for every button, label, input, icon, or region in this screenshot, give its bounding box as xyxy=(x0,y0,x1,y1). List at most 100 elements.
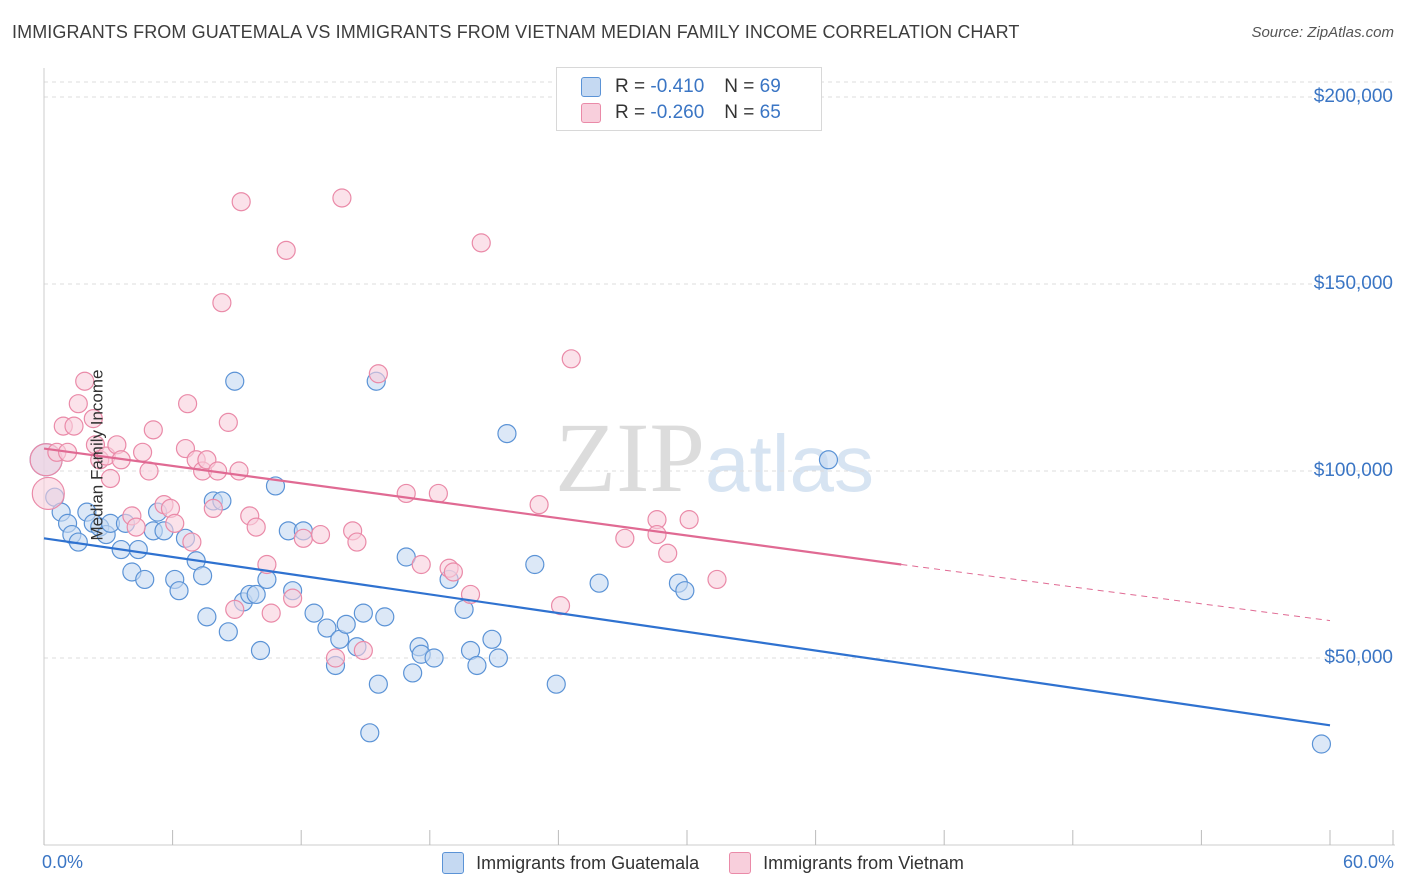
guatemala-point xyxy=(424,648,444,668)
vietnam-point xyxy=(707,569,727,590)
vietnam-point xyxy=(471,233,491,253)
watermark-zip: ZIP xyxy=(555,402,705,513)
vietnam-point xyxy=(647,524,667,545)
guatemala-trend-line xyxy=(43,537,1331,727)
vietnam-point xyxy=(261,603,281,623)
guatemala-point xyxy=(675,581,695,601)
vietnam-point xyxy=(353,640,373,661)
vietnam-point xyxy=(225,599,245,619)
trend-lines xyxy=(43,447,1331,727)
r-label: R = xyxy=(615,76,646,97)
guatemala-swatch xyxy=(581,77,601,97)
vietnam-point xyxy=(246,517,266,537)
vietnam-point xyxy=(182,532,202,552)
guatemala-point xyxy=(360,723,380,743)
n-label: N = xyxy=(724,102,755,123)
r-value: -0.410 xyxy=(650,76,705,97)
x-tick-label-max: 60.0% xyxy=(1342,852,1394,872)
guatemala-point xyxy=(546,674,566,694)
guatemala-point xyxy=(482,629,502,649)
guatemala-point xyxy=(467,655,487,676)
vietnam-point xyxy=(178,394,198,414)
vietnam-point xyxy=(218,412,238,432)
vietnam-point xyxy=(411,554,431,575)
y-tick-label: $50,000 xyxy=(1324,647,1393,668)
r-value: -0.260 xyxy=(650,102,705,123)
vietnam-point xyxy=(126,517,146,537)
guatemala-point xyxy=(525,554,545,575)
guatemala-point xyxy=(353,603,373,623)
guatemala-point xyxy=(375,607,395,627)
vietnam-point xyxy=(293,528,313,548)
vietnam-point xyxy=(325,648,346,668)
vietnam-point xyxy=(443,562,463,582)
vietnam-point xyxy=(31,476,65,511)
legend-label: Immigrants from Guatemala xyxy=(476,852,700,873)
guatemala-point xyxy=(225,371,245,391)
guatemala-point xyxy=(403,663,423,683)
y-tick-label: $100,000 xyxy=(1313,460,1393,481)
stats-row-vietnam: R = -0.260 N = 65 xyxy=(581,101,781,125)
guatemala-point xyxy=(497,424,517,444)
vietnam-legend-swatch xyxy=(729,852,752,874)
guatemala-point xyxy=(336,614,356,634)
y-axis-label: Median Family Income xyxy=(87,369,107,541)
vietnam-point xyxy=(100,468,121,489)
n-label: N = xyxy=(724,76,755,97)
legend-label: Immigrants from Vietnam xyxy=(763,852,964,873)
vietnam-point xyxy=(231,192,251,212)
guatemala-point xyxy=(197,607,217,627)
guatemala-legend-swatch xyxy=(442,852,465,874)
vietnam-point xyxy=(529,495,549,515)
vietnam-point xyxy=(658,543,678,563)
guatemala-point xyxy=(128,539,148,560)
n-value: 69 xyxy=(759,76,781,97)
vietnam-point xyxy=(561,349,581,369)
guatemala-point xyxy=(169,581,189,601)
vietnam-point xyxy=(428,483,448,504)
vietnam-point xyxy=(143,420,163,440)
vietnam-point xyxy=(64,416,84,436)
vietnam-trend-line xyxy=(43,447,902,566)
vietnam-point xyxy=(132,442,153,462)
vietnam-point xyxy=(396,483,416,504)
vietnam-point xyxy=(283,588,303,608)
vietnam-swatch xyxy=(581,103,601,123)
stats-row-guatemala: R = -0.410 N = 69 xyxy=(581,75,781,99)
legend-item-vietnam[interactable]: Immigrants from Vietnam xyxy=(729,852,964,874)
vietnam-point xyxy=(615,528,635,548)
vietnam-point xyxy=(679,510,699,530)
guatemala-point xyxy=(317,618,337,638)
y-tick-label: $150,000 xyxy=(1313,273,1393,294)
watermark: ZIPatlas xyxy=(555,400,874,515)
guatemala-point xyxy=(246,584,266,605)
vietnam-point xyxy=(276,240,296,260)
series-legend: Immigrants from Guatemala Immigrants fro… xyxy=(0,852,1406,874)
x-tick-label-min: 0.0% xyxy=(42,852,84,872)
vietnam-point xyxy=(212,293,232,313)
r-label: R = xyxy=(615,102,646,123)
guatemala-point xyxy=(135,569,155,590)
guatemala-point xyxy=(193,566,213,586)
watermark-atlas: atlas xyxy=(705,419,874,508)
vietnam-point xyxy=(550,596,571,616)
vietnam-point xyxy=(165,513,185,533)
y-tick-label: $200,000 xyxy=(1313,86,1393,107)
axes xyxy=(43,68,1395,846)
guatemala-point xyxy=(1311,734,1332,754)
vietnam-point xyxy=(368,364,388,384)
legend-item-guatemala[interactable]: Immigrants from Guatemala xyxy=(442,852,699,874)
stats-legend: R = -0.410 N = 69 R = -0.260 N = 65 xyxy=(556,67,822,131)
chart-title: IMMIGRANTS FROM GUATEMALA VS IMMIGRANTS … xyxy=(12,22,1020,42)
guatemala-point xyxy=(218,622,238,642)
vietnam-point xyxy=(203,498,223,518)
guatemala-point xyxy=(488,648,508,668)
vietnam-point xyxy=(332,188,352,208)
guatemala-point xyxy=(250,640,271,661)
guatemala-point xyxy=(589,573,609,593)
vietnam-point xyxy=(75,371,95,391)
vietnam-point xyxy=(310,524,331,545)
vietnam-point xyxy=(83,409,103,429)
vietnam-trend-extension xyxy=(901,564,1331,622)
